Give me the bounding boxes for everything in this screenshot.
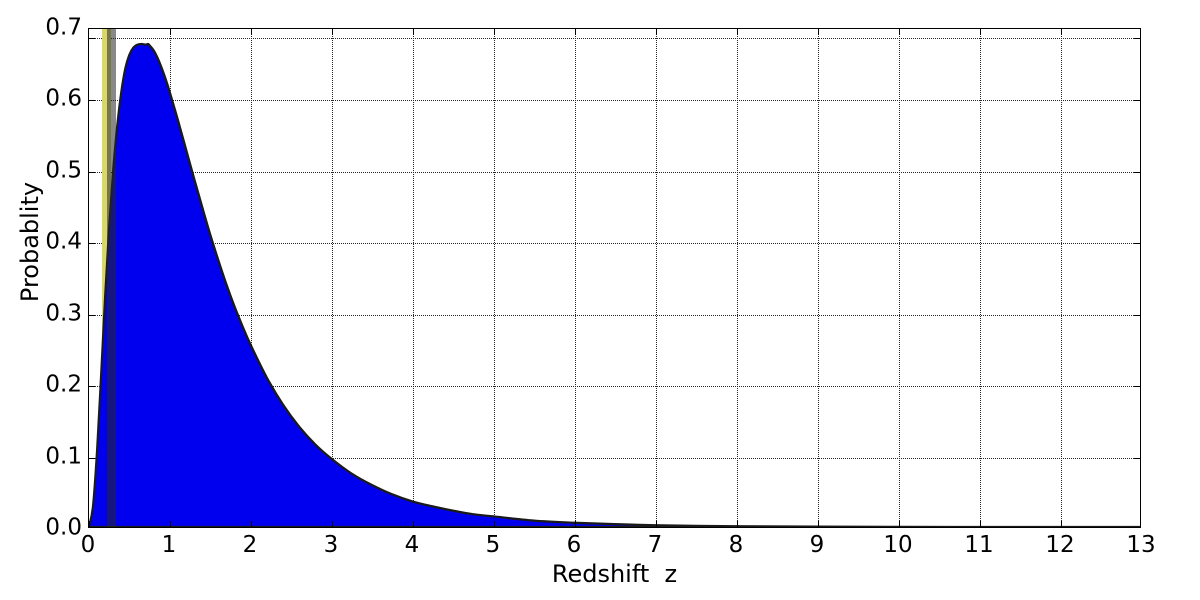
x-axis-tick: [89, 521, 90, 527]
x-axis-tick: [332, 521, 333, 527]
gridline-vertical: [575, 29, 576, 527]
xtick-label: 3: [323, 532, 339, 558]
xtick-label: 4: [404, 532, 420, 558]
gridline-vertical: [251, 29, 252, 527]
y-axis-tick-right: [1134, 314, 1140, 316]
xtick-label: 5: [485, 532, 501, 558]
ytick-label: 0.6: [45, 85, 82, 112]
x-axis-tick-top: [413, 29, 414, 35]
x-axis-tick: [980, 521, 981, 527]
gridline-vertical: [1061, 29, 1062, 527]
xtick-label: 6: [566, 532, 582, 558]
ytick-label: 0.5: [45, 157, 82, 184]
gridline-vertical: [413, 29, 414, 527]
x-axis-tick: [818, 521, 819, 527]
gridline-vertical: [494, 29, 495, 527]
x-axis-label: Redshift z: [551, 560, 678, 588]
x-axis-tick: [170, 521, 171, 527]
x-axis-tick-top: [980, 29, 981, 35]
x-axis-tick: [494, 521, 495, 527]
y-axis-tick-right: [1134, 100, 1140, 102]
y-axis-tick-right: [1134, 386, 1140, 388]
y-axis-tick-right: [1134, 457, 1140, 459]
xtick-label: 8: [728, 532, 744, 558]
gray-highlight-band: [106, 29, 116, 527]
xtick-label: 0: [80, 532, 96, 558]
xtick-label: 10: [883, 532, 913, 558]
x-axis-tick: [413, 521, 414, 527]
xtick-label: 12: [1045, 532, 1075, 558]
ytick-label: 0.0: [45, 514, 82, 541]
y-axis-tick: [89, 457, 95, 459]
gridline-vertical: [332, 29, 333, 527]
x-axis-tick: [737, 521, 738, 527]
y-axis-tick-right: [1134, 171, 1140, 173]
ytick-label: 0.7: [45, 14, 82, 41]
y-axis-tick: [89, 100, 95, 102]
gridline-horizontal: [89, 386, 1140, 388]
y-axis-tick-right: [1134, 38, 1140, 39]
xtick-label: 13: [1126, 532, 1156, 558]
xtick-label: 1: [161, 532, 177, 558]
gridline-vertical: [818, 29, 819, 527]
gridline-horizontal: [89, 100, 1140, 102]
x-axis-tick: [251, 521, 252, 527]
gridline-vertical: [737, 29, 738, 527]
x-axis-tick-top: [170, 29, 171, 35]
y-axis-tick: [89, 314, 95, 316]
gridline-horizontal: [89, 38, 1140, 39]
x-axis-tick: [1061, 521, 1062, 527]
ytick-label: 0.1: [45, 443, 82, 470]
x-axis-tick-top: [737, 29, 738, 35]
x-axis-tick: [575, 521, 576, 527]
gridline-vertical: [899, 29, 900, 527]
x-axis-tick-top: [818, 29, 819, 35]
ytick-label: 0.3: [45, 300, 82, 327]
x-axis-tick-top: [494, 29, 495, 35]
gridline-horizontal: [89, 243, 1140, 245]
gridline-vertical: [656, 29, 657, 527]
y-axis-tick-right: [1134, 243, 1140, 245]
x-axis-tick-top: [1061, 29, 1062, 35]
gridline-horizontal: [89, 314, 1140, 316]
y-axis-label: Probablity: [16, 181, 44, 303]
xtick-label: 7: [647, 532, 663, 558]
y-axis-tick: [89, 38, 95, 39]
gridline-horizontal: [89, 171, 1140, 173]
y-axis-tick: [89, 243, 95, 245]
x-axis-tick: [656, 521, 657, 527]
ytick-label: 0.2: [45, 371, 82, 398]
xtick-label: 11: [964, 532, 994, 558]
y-axis-tick: [89, 386, 95, 388]
x-axis-tick: [899, 521, 900, 527]
y-axis-tick: [89, 171, 95, 173]
xtick-label: 2: [242, 532, 258, 558]
x-axis-tick-top: [656, 29, 657, 35]
plot-area: [88, 28, 1141, 528]
x-axis-tick: [1140, 521, 1141, 527]
gridline-vertical: [980, 29, 981, 527]
x-axis-tick-top: [332, 29, 333, 35]
gridline-horizontal: [89, 457, 1140, 459]
ytick-label: 0.4: [45, 228, 82, 255]
xtick-label: 9: [809, 532, 825, 558]
probability-curve: [89, 42, 1140, 527]
x-axis-tick-top: [251, 29, 252, 35]
x-axis-tick-top: [899, 29, 900, 35]
x-axis-tick-top: [575, 29, 576, 35]
